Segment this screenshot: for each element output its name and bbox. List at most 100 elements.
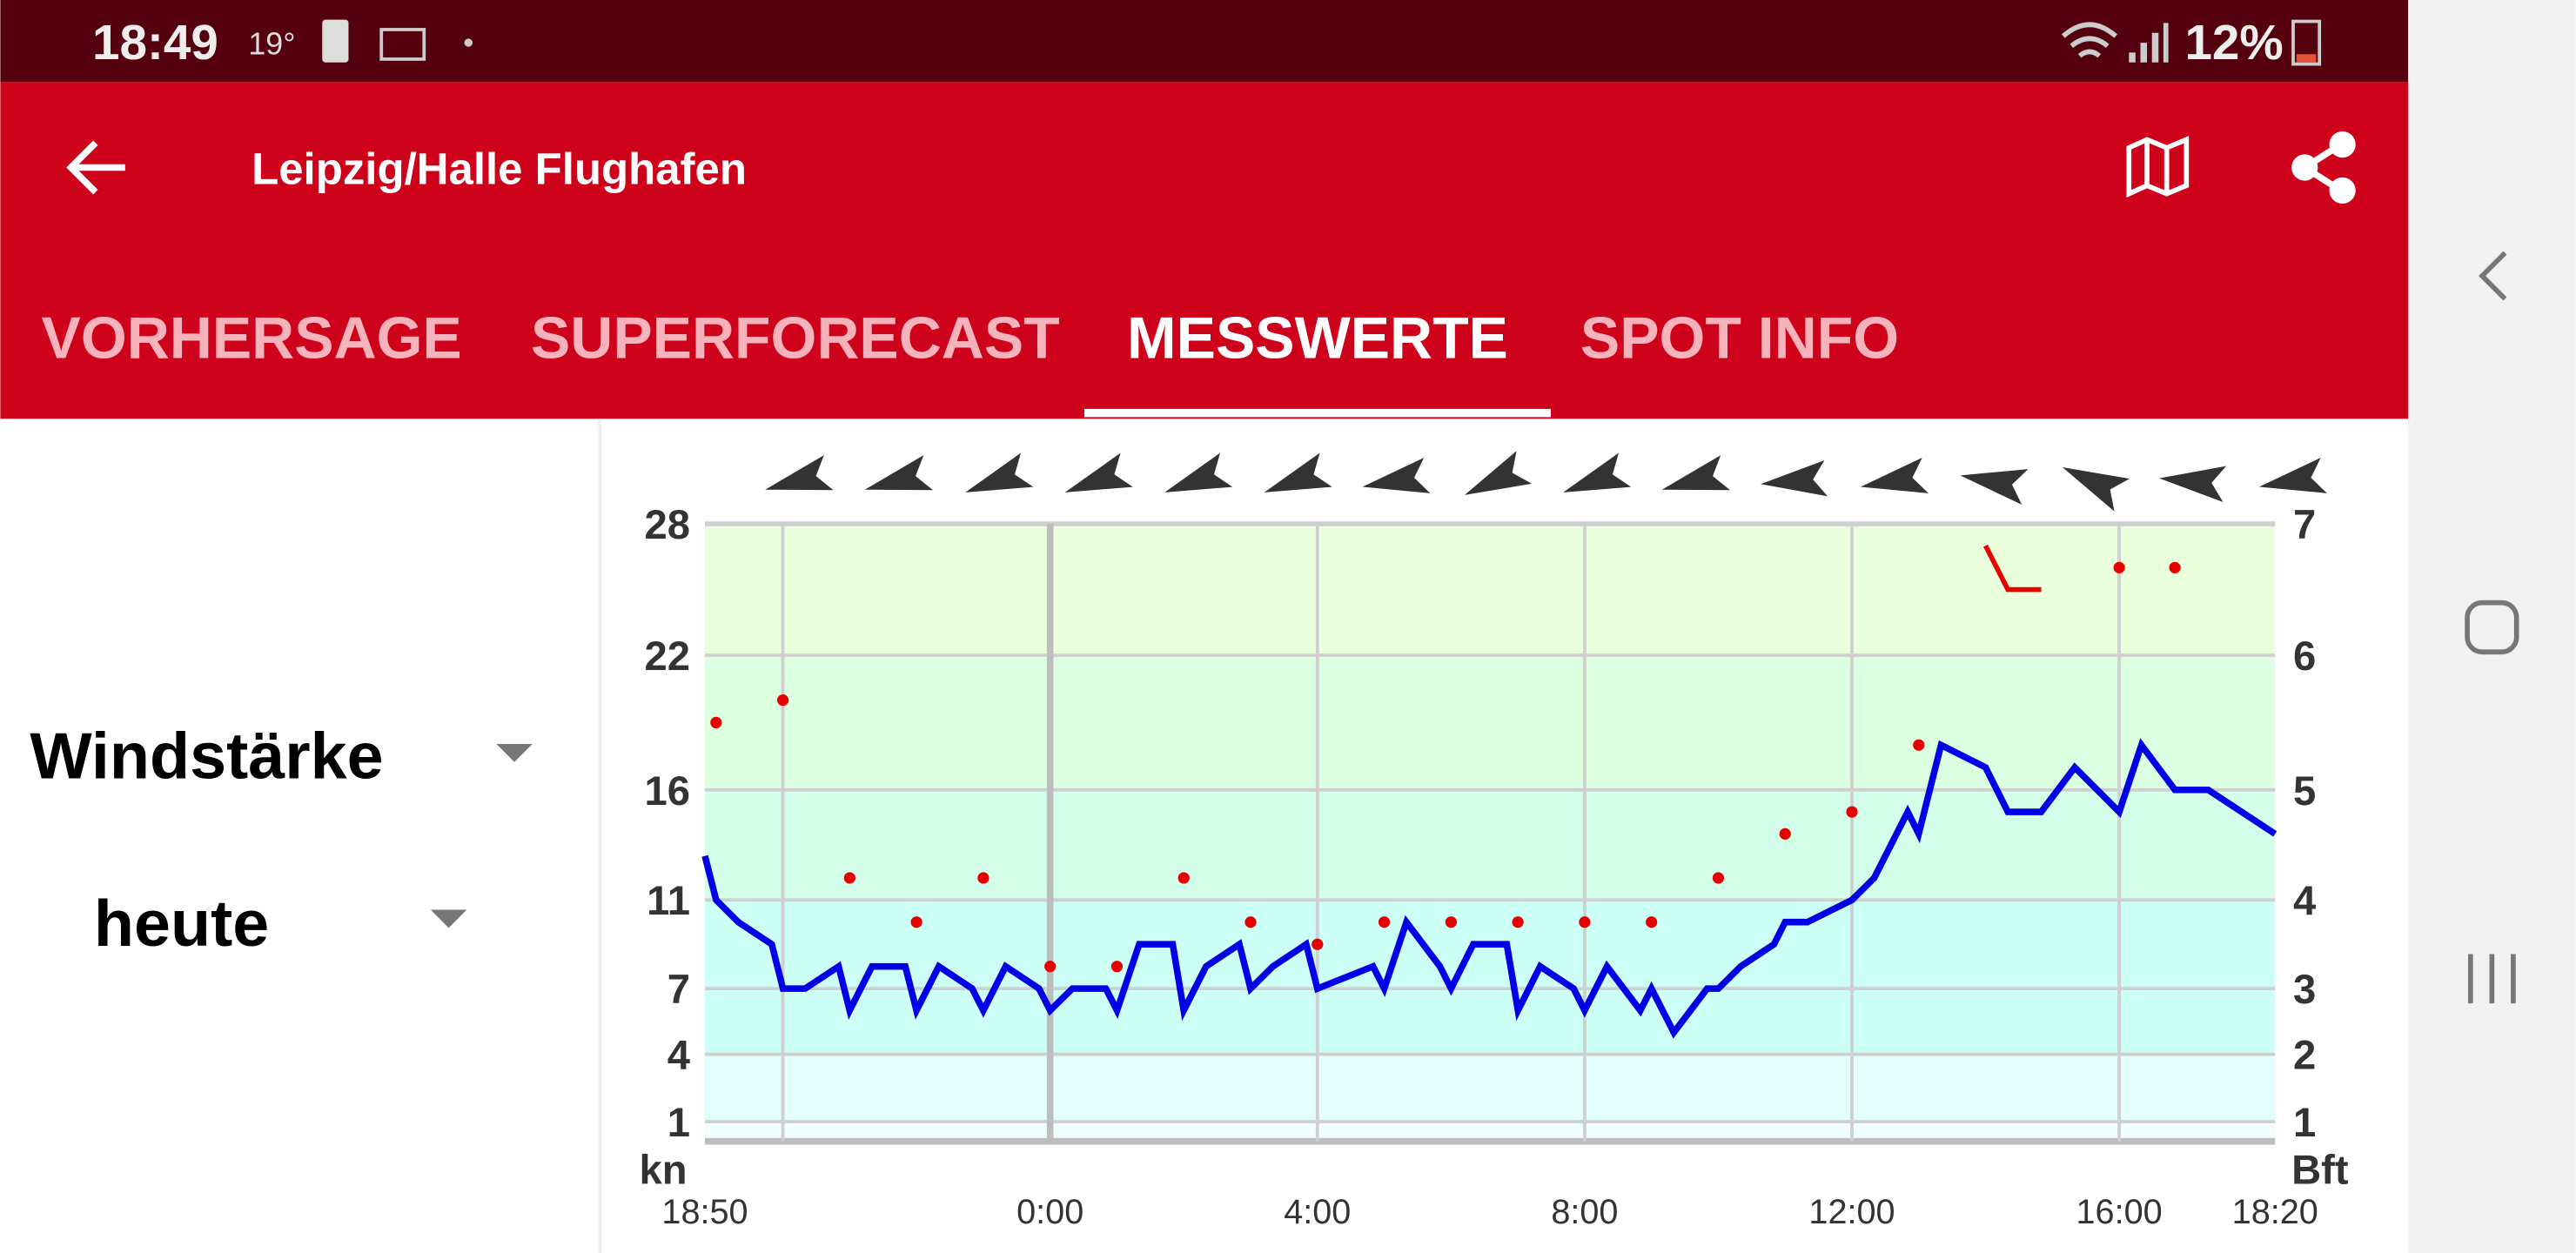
amazon-icon [379,28,426,61]
x-tick-label: 4:00 [1284,1193,1351,1231]
wind-arrow [1761,460,1828,497]
dropdown-arrow[interactable] [430,909,467,928]
status-battery: 12% [2184,15,2283,70]
share-button[interactable] [2291,131,2356,204]
wifi-icon [2061,22,2118,58]
data-point [1913,739,1925,751]
y-unit: kn [640,1147,688,1193]
wind-arrow [765,455,834,491]
zone-band [705,1054,2276,1122]
y2-tick-label: 5 [2293,767,2316,814]
x-tick-label: 8:00 [1551,1193,1618,1231]
battery-icon [2291,19,2322,66]
wind-arrow [1860,457,1929,493]
x-tick-label: 0:00 [1016,1193,1083,1231]
zone-band [705,1122,2276,1142]
x-tick-label: 16:00 [2076,1193,2163,1231]
y-tick-label: 22 [645,633,690,679]
wind-arrow [1264,452,1332,492]
wind-arrow [965,452,1034,492]
data-point [1646,916,1658,928]
data-point [977,872,989,884]
measure-dropdown[interactable]: Windstärke [30,720,383,793]
data-point [843,872,855,884]
y2-tick-label: 7 [2293,501,2316,547]
y-tick-label: 28 [645,501,690,547]
x-tick-label: 18:20 [2232,1193,2318,1231]
wind-arrow [864,455,934,491]
wind-arrow [2258,457,2327,493]
share-icon [2291,154,2318,181]
data-line [701,738,2277,1039]
y-tick-label: 7 [667,966,690,1012]
data-point [1712,872,1725,884]
tab[interactable]: SPOT INFO [1580,305,1899,371]
nav-bar [2408,0,2576,1253]
wind-arrow [2062,467,2130,512]
tab[interactable]: SUPERFORECAST [531,305,1060,371]
map-button[interactable] [2126,136,2190,198]
data-point [710,716,722,729]
data-point [1110,961,1124,973]
y-tick-label: 11 [647,877,690,923]
wind-arrow [1661,455,1730,491]
data-point [1044,961,1057,973]
zone-band [705,655,2276,790]
status-bar [0,0,2409,83]
data-point [1311,938,1324,950]
back-button[interactable] [66,140,125,195]
y-tick-label: 4 [667,1032,690,1078]
data-point [1579,916,1591,928]
app-bar [0,82,2409,419]
share-icon [2329,177,2356,204]
wind-arrow [1960,469,2029,505]
nav-recents[interactable] [2468,954,2516,1004]
y2-tick-label: 6 [2293,633,2316,679]
tab[interactable]: VORHERSAGE [42,305,462,371]
data-point [1846,806,1858,818]
data-point [2113,561,2125,573]
chart: 1 4 7 11 16 22 28 1 2 3 4 5 6 7 kn Bft 18:50 0:00 4:00 8:00… [640,451,2349,1231]
wind-arrow [1164,452,1233,492]
battery-level [2296,54,2317,63]
nav-home[interactable] [2465,600,2519,655]
wind-arrow [2159,466,2227,502]
app-title: Leipzig/Halle Flughafen [252,144,747,193]
data-point [2169,561,2181,573]
nav-back[interactable] [2479,251,2507,301]
status-time: 18:49 [92,15,218,70]
wind-arrow [1064,452,1133,492]
y-tick-label: 1 [667,1099,690,1145]
data-point [1512,916,1524,928]
wind-arrow [1563,452,1632,492]
data-point [1378,916,1391,928]
zone-band [705,988,2276,1055]
data-point [1445,916,1457,928]
tab-indicator [1083,408,1551,418]
data-line [1983,544,2042,593]
zone-band [705,789,2276,901]
y2-unit: Bft [2291,1147,2349,1193]
x-tick-label: 18:50 [661,1193,748,1231]
tab[interactable]: MESSWERTE [1127,305,1508,371]
data-point [776,694,789,707]
dropdown-arrow[interactable] [496,743,533,762]
y2-tick-label: 3 [2293,966,2316,1012]
data-point [1177,872,1190,884]
x-tick-label: 12:00 [1808,1193,1895,1231]
battery-alert-icon [322,19,349,63]
y-tick-label: 16 [645,767,690,814]
wind-arrow [1464,451,1533,495]
period-dropdown[interactable]: heute [94,887,269,960]
data-point [1244,916,1257,928]
status-temperature: 19° [248,26,295,61]
data-point [1779,828,1791,840]
status-dot [464,38,473,47]
y2-tick-label: 1 [2293,1099,2316,1145]
tab-bar: VORHERSAGE SUPERFORECAST MESSWERTE SPOT INF… [42,305,1899,418]
wind-arrow [1362,457,1431,493]
signal-icon [2129,23,2169,63]
share-icon [2329,131,2356,158]
